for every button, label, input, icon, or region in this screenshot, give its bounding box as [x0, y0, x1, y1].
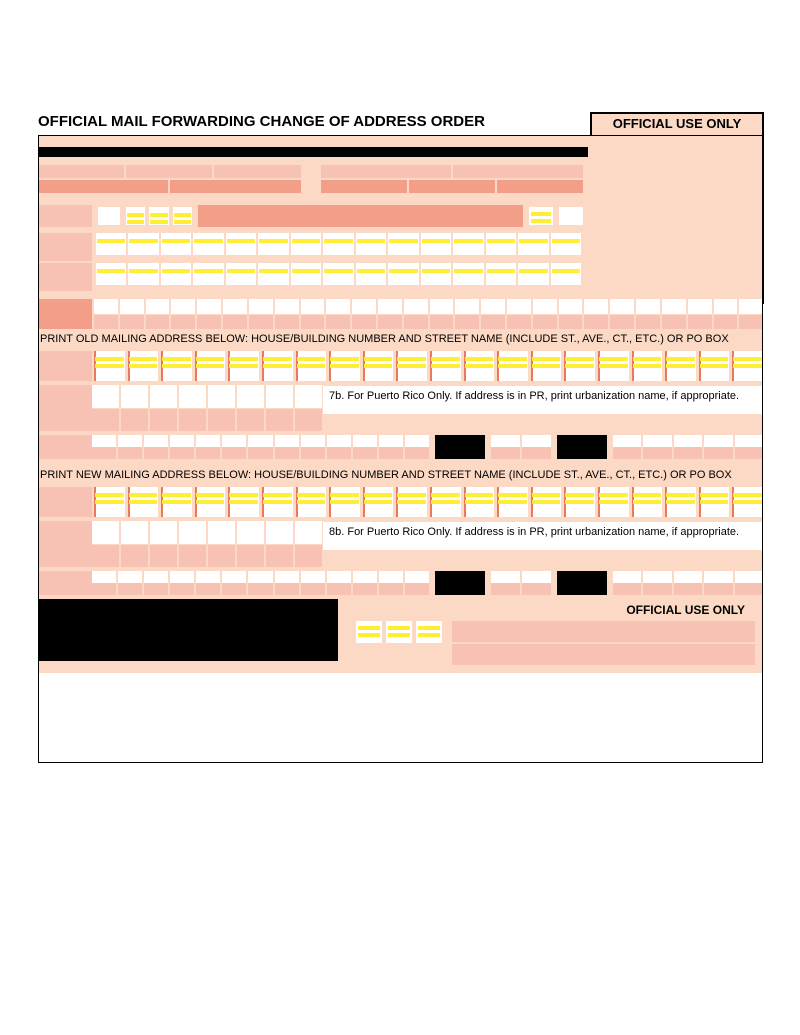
official-use-header: OFFICIAL USE ONLY [592, 114, 762, 133]
page: OFFICIAL MAIL FORWARDING CHANGE OF ADDRE… [0, 0, 800, 1035]
date-cells[interactable] [356, 621, 442, 643]
old-address-label [38, 351, 92, 381]
old-city-state-zip[interactable]: document.write(Array(13).fill('<div><spa… [38, 435, 763, 459]
form-title: OFFICIAL MAIL FORWARDING CHANGE OF ADDRE… [38, 113, 485, 130]
old-address-header: PRINT OLD MAILING ADDRESS BELOW: HOUSE/B… [38, 329, 763, 349]
new-address-label [38, 487, 92, 517]
top-blackbar [38, 147, 588, 157]
new-address-header: PRINT NEW MAILING ADDRESS BELOW: HOUSE/B… [38, 465, 763, 485]
signature-block[interactable] [38, 599, 338, 661]
new-address-input[interactable]: document.write(Array(20).fill('<div clas… [94, 487, 763, 517]
pr-note-8b: 8b. For Puerto Rico Only. If address is … [322, 521, 763, 551]
official-use-2: OFFICIAL USE ONLY [346, 603, 755, 617]
new-city-state-zip[interactable]: document.write(Array(13).fill('<div><spa… [38, 571, 763, 595]
old-address-input[interactable]: document.write(Array(20).fill('<div clas… [94, 351, 763, 381]
pr-note-7b: 7b. For Puerto Rico Only. If address is … [322, 385, 763, 415]
form-body: document.write(Array(26).fill('<div styl… [38, 135, 763, 673]
